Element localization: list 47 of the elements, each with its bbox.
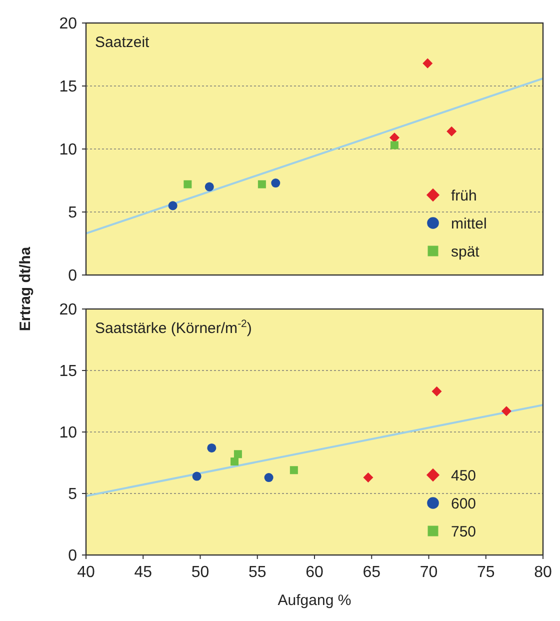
y-tick-label: 10	[59, 424, 78, 442]
point	[432, 386, 442, 396]
x-tick-label: 45	[134, 564, 152, 581]
legend-label: 600	[451, 495, 476, 512]
point	[290, 466, 298, 474]
text: Saatzeit	[95, 34, 150, 51]
point	[501, 406, 512, 416]
y-tick-label: 0	[68, 548, 78, 565]
point	[192, 472, 202, 481]
y-tick-label: 20	[59, 302, 78, 319]
y-tick-label: 0	[68, 268, 78, 285]
x-tick-label: 65	[362, 564, 381, 581]
x-tick-label: 60	[306, 564, 324, 581]
point	[271, 178, 280, 188]
point	[422, 58, 433, 68]
y-tick-label: 5	[68, 204, 78, 222]
point	[168, 201, 178, 210]
point	[389, 132, 400, 143]
legend-label: mittel	[451, 215, 487, 232]
y-tick-label: 5	[68, 486, 78, 504]
x-tick-label: 80	[534, 564, 552, 581]
legend-label: 750	[451, 523, 476, 540]
x-tick-label: 75	[476, 564, 495, 581]
point	[264, 473, 274, 482]
point	[234, 450, 242, 458]
point	[258, 180, 266, 188]
legend-label: früh	[451, 187, 477, 204]
text: Saatstärke (Körner/m$^{-2}$)	[95, 318, 252, 337]
point	[390, 141, 398, 150]
x-tick-label: 70	[420, 564, 438, 581]
legend-label: spät	[451, 243, 480, 260]
y-axis-title: Ertrag dt/ha	[17, 246, 34, 332]
x-tick-label: 40	[77, 564, 95, 581]
y-tick-label: 20	[59, 16, 78, 33]
x-axis-title: Aufgang %	[278, 592, 352, 609]
point	[230, 458, 239, 466]
point	[207, 443, 216, 452]
legend-label: 450	[451, 467, 476, 484]
x-tick-label: 55	[248, 564, 266, 581]
point	[204, 182, 214, 192]
y-tick-label: 15	[59, 78, 78, 96]
point	[446, 126, 457, 136]
y-tick-label: 10	[59, 142, 78, 159]
x-tick-label: 50	[191, 564, 210, 581]
y-tick-label: 15	[59, 363, 78, 380]
point	[184, 180, 192, 188]
point	[363, 472, 374, 483]
